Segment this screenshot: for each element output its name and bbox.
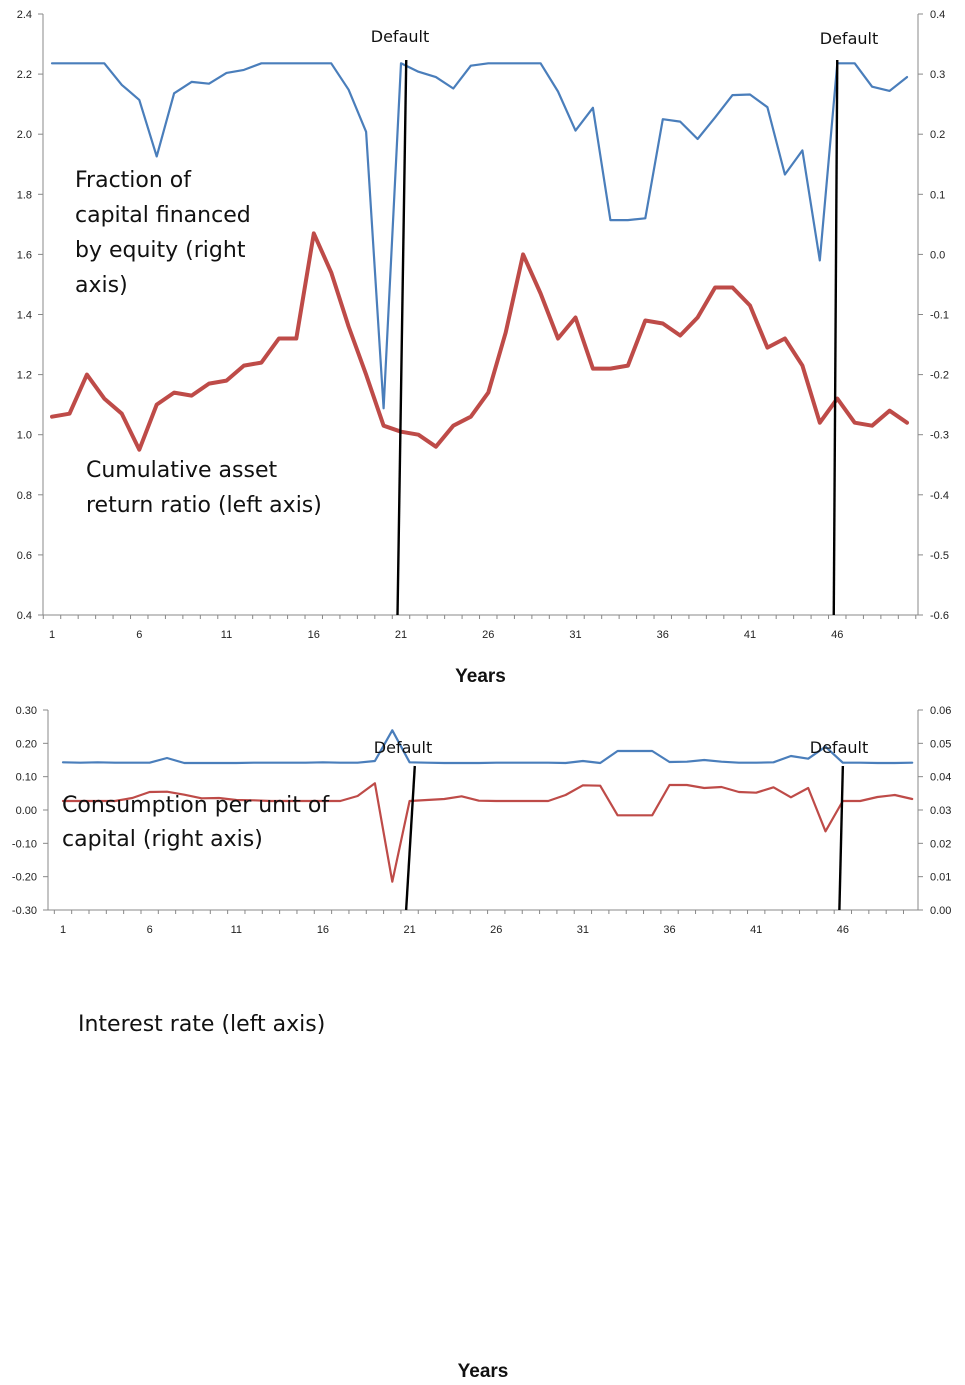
series-line-right-axis [50, 62, 909, 410]
right-tick-label: 0.00 [930, 905, 951, 917]
series-annotation: Interest rate (left axis) [78, 1012, 325, 1037]
x-tick-label: 31 [577, 924, 589, 936]
default-label: Default [820, 29, 878, 48]
left-tick-label: 0.8 [17, 490, 32, 502]
x-tick-label: 11 [231, 924, 242, 936]
series-annotation: Cumulative asset return ratio (left axis) [86, 458, 322, 518]
x-tick-label: 41 [750, 924, 762, 936]
x-tick-label: 11 [221, 629, 232, 641]
left-tick-label: 2.2 [17, 69, 32, 81]
x-axis-title: Years [458, 1361, 509, 1382]
x-tick-label: 1 [60, 924, 66, 936]
x-tick-label: 6 [147, 924, 153, 936]
x-tick-label: 1 [49, 629, 55, 641]
left-tick-label: 1.6 [17, 249, 32, 261]
x-tick-label: 26 [490, 924, 502, 936]
right-tick-label: 0.05 [930, 738, 951, 750]
default-label: Default [810, 738, 868, 757]
x-tick-label: 16 [317, 924, 329, 936]
right-tick-label: 0.3 [930, 69, 945, 81]
x-tick-label: 46 [831, 629, 843, 641]
left-tick-label: -0.20 [12, 872, 37, 884]
left-tick-label: 1.8 [17, 189, 32, 201]
left-tick-label: 0.4 [17, 610, 32, 622]
x-tick-label: 31 [569, 629, 581, 641]
x-axis-title: Years [455, 666, 506, 687]
right-tick-label: 0.4 [930, 9, 945, 21]
default-label: Default [374, 738, 432, 757]
left-tick-label: 2.4 [17, 9, 32, 21]
right-tick-label: 0.02 [930, 838, 951, 850]
left-tick-label: -0.10 [12, 838, 37, 850]
x-tick-label: 26 [482, 629, 494, 641]
chart-interest-consumption: -0.30 -0.20 -0.10 0.00 0.10 0.20 0.30 0.00 0.01 0… [12, 705, 952, 1382]
series-annotation: Consumption per unit of capital (right ax… [62, 793, 330, 852]
x-tick-label: 36 [663, 924, 675, 936]
left-tick-label: 0.20 [16, 738, 37, 750]
right-tick-label: 0.03 [930, 805, 951, 817]
series-line-right-axis [61, 729, 914, 765]
left-tick-label: 1.4 [17, 310, 32, 322]
right-tick-label: 0.06 [930, 705, 951, 717]
x-tick-label: 16 [308, 629, 320, 641]
series-line-left-axis [50, 231, 909, 452]
right-tick-label: 0.04 [930, 772, 951, 784]
default-marker-line [832, 59, 839, 616]
right-tick-label: 0.01 [930, 872, 951, 884]
left-tick-label: 0.00 [16, 805, 37, 817]
left-tick-label: 1.0 [17, 430, 32, 442]
chart-equity-fraction: 0.4 0.6 0.8 1.0 1.2 1.4 1.6 1.8 2.0 2.2 2.4 -0.6 -0.… [17, 9, 949, 687]
right-tick-label: -0.6 [930, 610, 949, 622]
default-label: Default [371, 27, 429, 46]
x-tick-label: 6 [136, 629, 142, 641]
x-tick-label: 46 [837, 924, 849, 936]
right-tick-label: -0.3 [930, 430, 949, 442]
series-annotation: Fraction of capital financed by equity (ri… [75, 168, 251, 298]
left-tick-label: 0.6 [17, 550, 32, 562]
left-tick-label: 1.2 [17, 370, 32, 382]
right-tick-label: -0.5 [930, 550, 949, 562]
x-tick-label: 21 [395, 629, 407, 641]
right-tick-label: 0.1 [930, 189, 945, 201]
right-tick-label: 0.2 [930, 129, 945, 141]
default-marker-line [838, 765, 845, 911]
left-tick-label: 0.10 [16, 772, 37, 784]
x-tick-label: 21 [403, 924, 415, 936]
default-marker-line [396, 59, 408, 616]
left-tick-label: -0.30 [12, 905, 37, 917]
right-tick-label: -0.4 [930, 490, 949, 502]
left-tick-label: 0.30 [16, 705, 37, 717]
x-tick-label: 36 [657, 629, 669, 641]
left-tick-label: 2.0 [17, 129, 32, 141]
right-tick-label: 0.0 [930, 249, 945, 261]
right-tick-label: -0.2 [930, 370, 949, 382]
series-line-left-axis [61, 782, 914, 883]
right-tick-label: -0.1 [930, 310, 949, 322]
x-tick-label: 41 [744, 629, 756, 641]
default-marker-line [404, 765, 416, 911]
